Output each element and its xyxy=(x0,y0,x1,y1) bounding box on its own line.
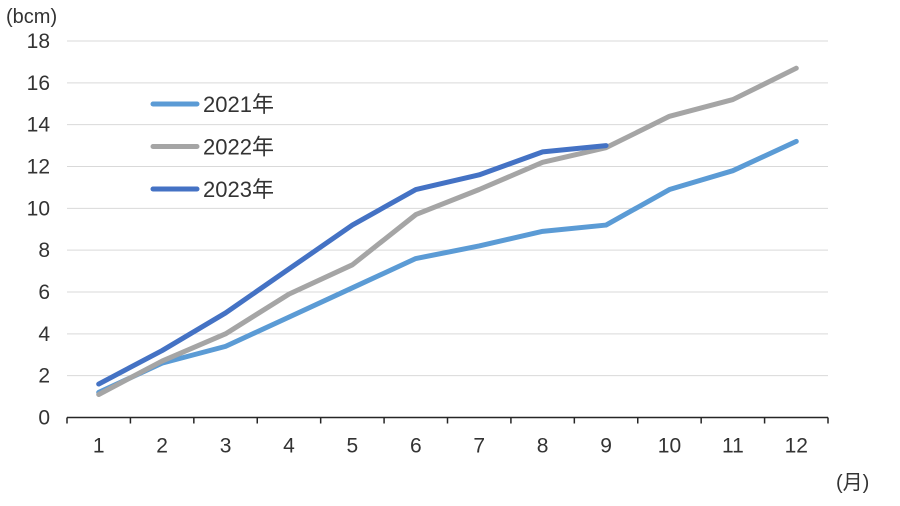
series-line-2021年 xyxy=(96,138,799,395)
x-tick-label-2: 2 xyxy=(156,435,168,458)
y-tick-label-0: 0 xyxy=(38,407,50,430)
x-tick-label-10: 10 xyxy=(658,435,681,458)
x-tick-label-5: 5 xyxy=(347,435,359,458)
y-tick-label-14: 14 xyxy=(27,114,51,137)
x-tick-label-12: 12 xyxy=(785,435,808,458)
x-axis-unit-label: (月) xyxy=(836,472,870,494)
y-tick-label-16: 16 xyxy=(27,72,50,95)
y-tick-label-4: 4 xyxy=(38,323,50,346)
x-tick-label-8: 8 xyxy=(537,435,549,458)
y-axis-unit-label: (bcm) xyxy=(6,6,58,28)
legend-label-2022年: 2022年 xyxy=(203,135,274,160)
legend-label-2021年: 2021年 xyxy=(203,92,274,117)
series-line-2022年 xyxy=(96,65,799,397)
x-tick-label-6: 6 xyxy=(410,435,422,458)
x-tick-label-9: 9 xyxy=(600,435,612,458)
x-tick-label-1: 1 xyxy=(93,435,105,458)
x-tick-label-4: 4 xyxy=(283,435,295,458)
x-tick-label-7: 7 xyxy=(473,435,485,458)
x-tick-label-11: 11 xyxy=(722,435,744,458)
y-tick-label-2: 2 xyxy=(38,365,50,388)
series-line-2023年 xyxy=(96,143,609,387)
y-tick-label-6: 6 xyxy=(38,281,50,304)
x-tick-label-3: 3 xyxy=(220,435,232,458)
y-tick-label-8: 8 xyxy=(38,239,50,262)
legend-label-2023年: 2023年 xyxy=(203,177,274,202)
y-tick-label-12: 12 xyxy=(27,156,50,179)
y-tick-label-10: 10 xyxy=(27,197,50,220)
y-tick-label-18: 18 xyxy=(27,30,50,53)
